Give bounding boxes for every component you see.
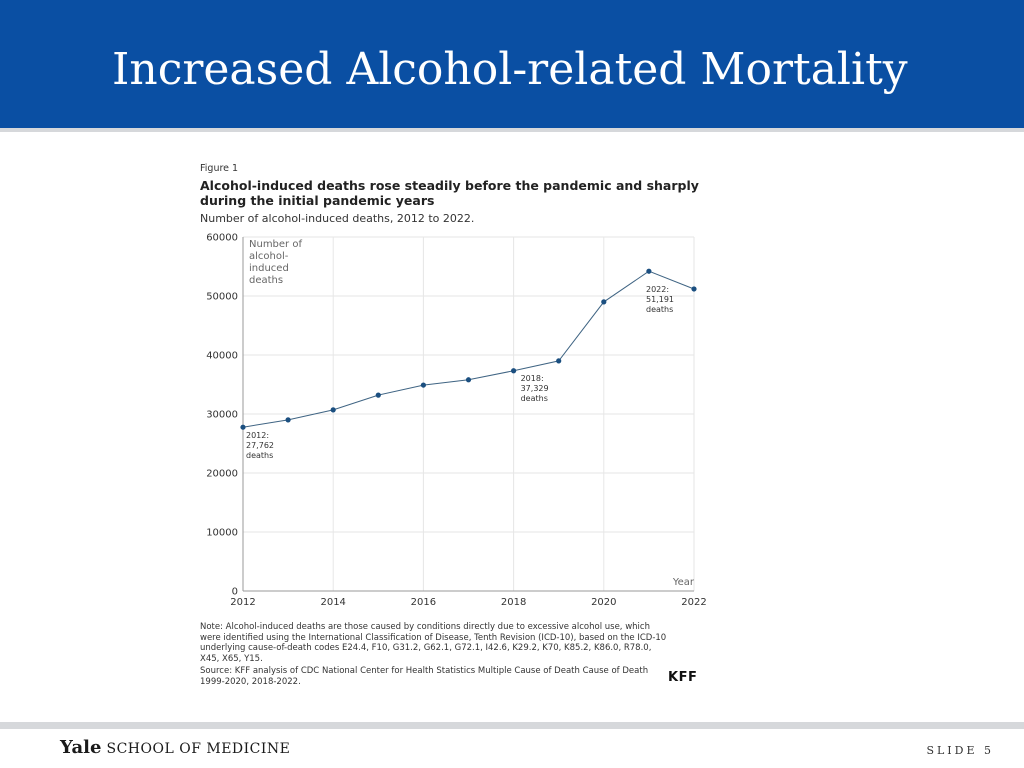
- x-axis-title: Year: [672, 577, 695, 588]
- data-annotation-line: 27,762: [246, 441, 274, 450]
- data-point: [240, 424, 246, 430]
- y-tick-label: 20000: [206, 469, 238, 480]
- x-tick-label: 2018: [501, 597, 526, 608]
- data-point: [420, 382, 426, 388]
- figure-label: Figure 1: [200, 163, 239, 174]
- y-tick-label: 0: [232, 587, 238, 598]
- data-annotation-line: deaths: [521, 394, 548, 403]
- y-axis-title-line: deaths: [249, 275, 283, 286]
- x-tick-label: 2014: [320, 597, 345, 608]
- y-axis-title-line: induced: [249, 263, 289, 274]
- slide-header: Increased Alcohol-related Mortality: [0, 0, 1024, 128]
- data-point: [375, 392, 381, 398]
- data-annotation-line: deaths: [646, 305, 673, 314]
- x-tick-label: 2012: [230, 597, 255, 608]
- data-point: [465, 377, 472, 383]
- data-annotation-line: 2012:: [246, 431, 269, 440]
- chart-subtitle: Number of alcohol-induced deaths, 2012 t…: [200, 212, 475, 225]
- logo-yale-wordmark: Yale: [60, 737, 102, 758]
- x-tick-label: 2022: [681, 597, 706, 608]
- x-tick-label: 2020: [591, 597, 616, 608]
- data-point: [556, 358, 562, 364]
- data-annotation-line: 2022:: [646, 285, 669, 294]
- y-tick-label: 30000: [206, 410, 238, 421]
- chart-note: Note: Alcohol-induced deaths are those c…: [200, 622, 667, 664]
- footer-divider: [0, 722, 1024, 729]
- y-axis-title-line: alcohol-: [249, 251, 289, 262]
- logo-school-text: SCHOOL OF MEDICINE: [106, 741, 291, 757]
- y-tick-label: 60000: [206, 233, 238, 244]
- slide-number: SLIDE 5: [926, 744, 994, 757]
- yale-school-of-medicine-logo: Yale SCHOOL OF MEDICINE: [60, 737, 290, 758]
- line-chart: 0 10000 20000 30000 40000 50000 60000 2012 2014 2…: [206, 233, 707, 609]
- x-tick-label: 2016: [411, 597, 436, 608]
- header-divider: [0, 128, 1024, 132]
- data-point: [511, 368, 517, 374]
- y-tick-label: 40000: [206, 351, 238, 362]
- data-annotation-line: deaths: [246, 451, 273, 460]
- slide-title: Increased Alcohol-related Mortality: [112, 44, 908, 95]
- data-annotation-line: 37,329: [521, 384, 549, 393]
- data-point: [601, 299, 607, 305]
- data-point: [691, 286, 697, 292]
- series-line: [242, 270, 695, 428]
- data-point: [285, 417, 291, 423]
- y-tick-label: 50000: [206, 292, 238, 303]
- chart-title: Alcohol-induced deaths rose steadily bef…: [200, 178, 699, 208]
- data-point: [646, 268, 652, 274]
- data-annotation-line: 2018:: [521, 374, 544, 383]
- y-axis-title-line: Number of: [249, 239, 302, 250]
- kff-logo: KFF: [668, 670, 698, 685]
- chart-source: Source: KFF analysis of CDC National Cen…: [200, 666, 649, 687]
- data-annotation-line: 51,191: [646, 295, 674, 304]
- chart-figure: Figure 1 Alcohol-induced deaths rose ste…: [196, 160, 732, 690]
- data-point: [330, 407, 336, 413]
- y-tick-label: 10000: [206, 528, 238, 539]
